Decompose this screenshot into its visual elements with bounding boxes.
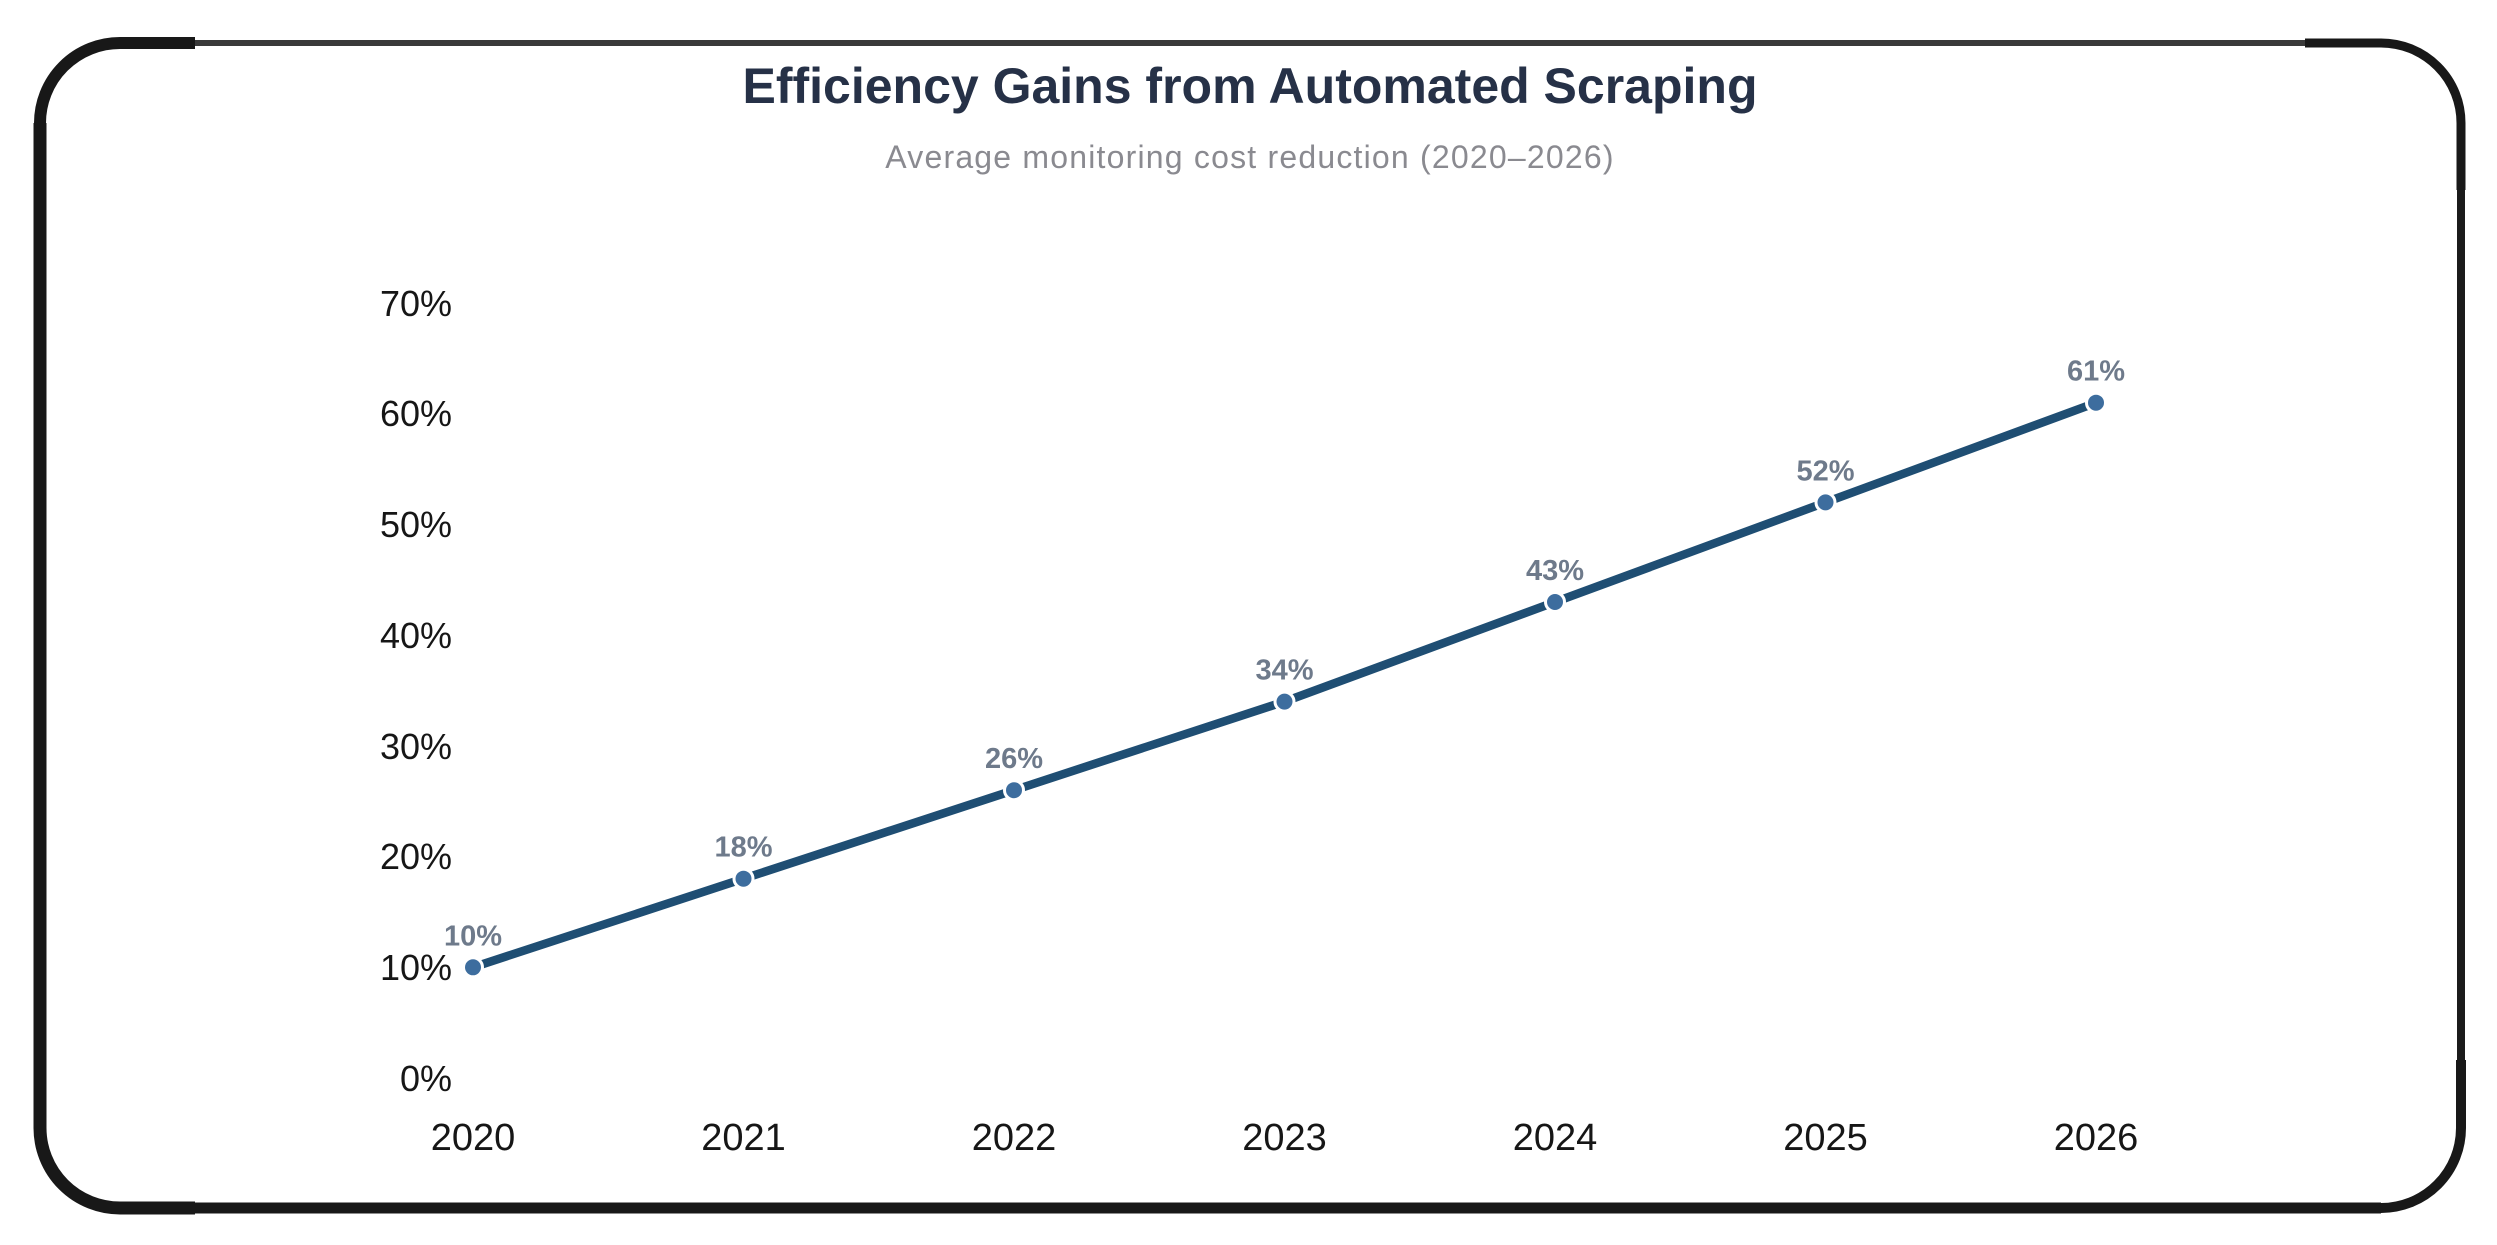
svg-text:34%: 34% — [1255, 655, 1313, 687]
svg-text:43%: 43% — [1526, 555, 1584, 587]
svg-text:52%: 52% — [1796, 455, 1854, 487]
svg-text:61%: 61% — [2067, 356, 2125, 388]
svg-text:26%: 26% — [985, 743, 1043, 775]
svg-text:10%: 10% — [380, 947, 452, 988]
svg-text:30%: 30% — [380, 726, 452, 767]
svg-text:60%: 60% — [380, 393, 452, 434]
svg-text:18%: 18% — [714, 832, 772, 864]
svg-text:20%: 20% — [380, 836, 452, 877]
svg-text:0%: 0% — [400, 1058, 452, 1099]
svg-text:2026: 2026 — [2054, 1117, 2139, 1159]
svg-text:2021: 2021 — [701, 1117, 786, 1159]
svg-text:10%: 10% — [444, 920, 502, 952]
svg-text:2025: 2025 — [1783, 1117, 1868, 1159]
svg-text:2023: 2023 — [1242, 1117, 1327, 1159]
svg-text:Efficiency Gains from Automate: Efficiency Gains from Automated Scraping — [742, 58, 1757, 114]
svg-text:Average monitoring cost reduct: Average monitoring cost reduction (2020–… — [885, 139, 1614, 175]
svg-text:2024: 2024 — [1513, 1117, 1598, 1159]
svg-text:50%: 50% — [380, 504, 452, 545]
svg-text:2022: 2022 — [972, 1117, 1057, 1159]
svg-text:40%: 40% — [380, 615, 452, 656]
svg-text:70%: 70% — [380, 283, 452, 324]
svg-text:2020: 2020 — [431, 1117, 516, 1159]
